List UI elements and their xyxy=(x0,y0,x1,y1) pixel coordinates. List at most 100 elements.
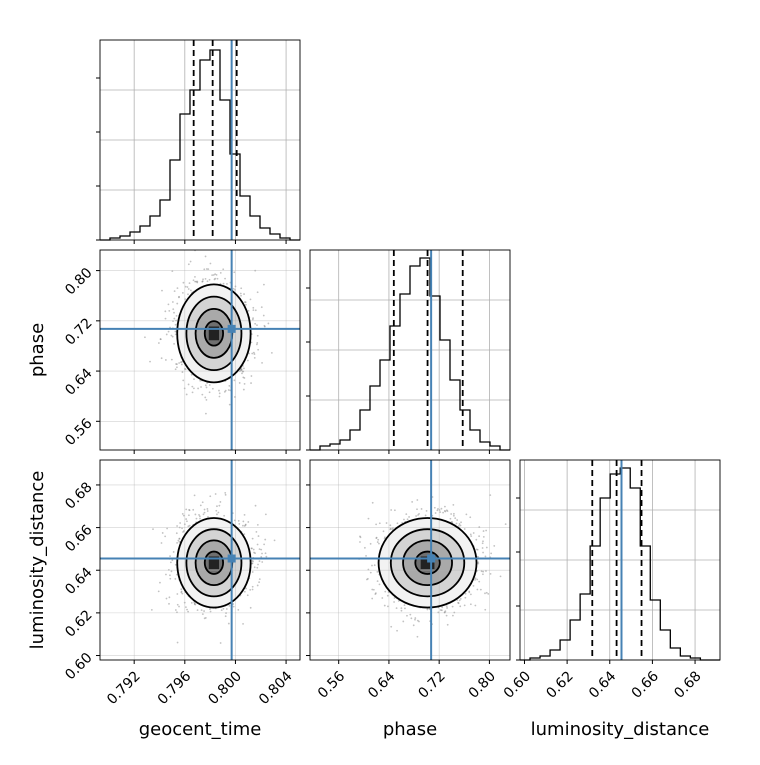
sample-point xyxy=(227,622,230,625)
sample-point xyxy=(482,540,484,543)
sample-point xyxy=(445,509,448,512)
sample-point xyxy=(232,605,235,608)
sample-point xyxy=(378,522,381,525)
sample-point xyxy=(182,530,185,532)
sample-point xyxy=(160,357,163,360)
sample-point xyxy=(481,547,484,549)
sample-point xyxy=(390,625,393,628)
sample-point xyxy=(253,551,255,554)
sample-point xyxy=(395,607,398,610)
sample-point xyxy=(218,504,221,507)
histogram-geocent_time xyxy=(100,49,300,241)
sample-point xyxy=(176,302,179,305)
sample-point xyxy=(404,607,406,610)
sample-point xyxy=(405,513,408,516)
sample-point xyxy=(359,541,361,543)
sample-point xyxy=(391,528,394,531)
sample-point xyxy=(205,268,208,270)
sample-point xyxy=(203,617,206,620)
sample-point xyxy=(195,517,198,520)
sample-point xyxy=(244,523,247,526)
sample-point xyxy=(377,538,380,541)
sample-point xyxy=(201,613,204,616)
sample-point xyxy=(250,382,252,384)
sample-point xyxy=(425,509,428,512)
sample-point xyxy=(203,610,205,612)
sample-point xyxy=(252,309,255,312)
sample-point xyxy=(174,578,177,580)
sample-point xyxy=(439,511,442,514)
sample-point xyxy=(417,514,419,516)
sample-point xyxy=(375,536,378,539)
sample-point xyxy=(196,281,199,284)
sample-point xyxy=(249,298,252,301)
sample-point xyxy=(170,334,173,337)
sample-point xyxy=(188,508,190,511)
sample-point xyxy=(469,533,472,536)
sample-point xyxy=(409,613,412,616)
sample-point xyxy=(194,513,197,516)
sample-point xyxy=(415,515,418,517)
sample-point xyxy=(264,538,267,541)
sample-point xyxy=(393,597,396,599)
sample-point xyxy=(460,521,462,524)
sample-point xyxy=(239,292,242,295)
sample-point xyxy=(256,341,259,344)
y-tick-label: 0.72 xyxy=(62,315,95,348)
sample-point xyxy=(180,590,183,593)
sample-point xyxy=(273,539,276,542)
sample-point xyxy=(178,605,180,608)
sample-point xyxy=(199,379,202,382)
sample-point xyxy=(232,287,235,290)
sample-point xyxy=(189,289,192,292)
sample-point xyxy=(253,353,256,355)
panel-frame xyxy=(99,459,301,661)
sample-point xyxy=(222,282,225,285)
sample-point xyxy=(181,371,184,373)
sample-point xyxy=(408,516,410,518)
sample-point xyxy=(374,593,377,595)
sample-point xyxy=(214,273,217,275)
sample-point xyxy=(384,536,386,539)
sample-point xyxy=(376,580,379,583)
sample-point xyxy=(459,597,462,600)
sample-point xyxy=(479,588,482,591)
sample-point xyxy=(464,596,467,599)
sample-point xyxy=(207,268,210,271)
sample-point xyxy=(244,301,247,304)
sample-point xyxy=(371,564,373,567)
sample-point xyxy=(403,518,405,521)
sample-point xyxy=(157,590,160,593)
sample-point xyxy=(159,338,162,340)
sample-point xyxy=(455,522,458,525)
sample-point xyxy=(261,561,264,563)
sample-point xyxy=(173,317,176,320)
sample-point xyxy=(469,516,472,519)
sample-point xyxy=(459,524,462,527)
sample-point xyxy=(258,560,261,563)
sample-point xyxy=(365,554,367,557)
sample-point xyxy=(436,509,439,512)
sample-point xyxy=(200,609,203,612)
sample-point xyxy=(219,271,222,274)
sample-point xyxy=(184,368,187,371)
histogram-luminosity_distance xyxy=(520,467,720,661)
sample-point xyxy=(157,342,160,344)
sample-point xyxy=(251,571,254,573)
sample-point xyxy=(243,301,246,304)
sample-point xyxy=(182,514,185,517)
sample-point xyxy=(224,277,226,280)
sample-point xyxy=(194,603,197,606)
sample-point xyxy=(181,513,184,515)
sample-point xyxy=(180,363,183,366)
x-tick-label: 0.792 xyxy=(104,668,144,708)
sample-point xyxy=(187,288,190,290)
truth-layer xyxy=(100,40,623,660)
sample-point xyxy=(263,324,266,327)
sample-point xyxy=(420,508,423,510)
sample-point xyxy=(482,530,485,532)
sample-point xyxy=(187,263,190,266)
sample-point xyxy=(458,523,461,525)
sample-point xyxy=(257,348,260,351)
sample-point xyxy=(208,278,211,281)
